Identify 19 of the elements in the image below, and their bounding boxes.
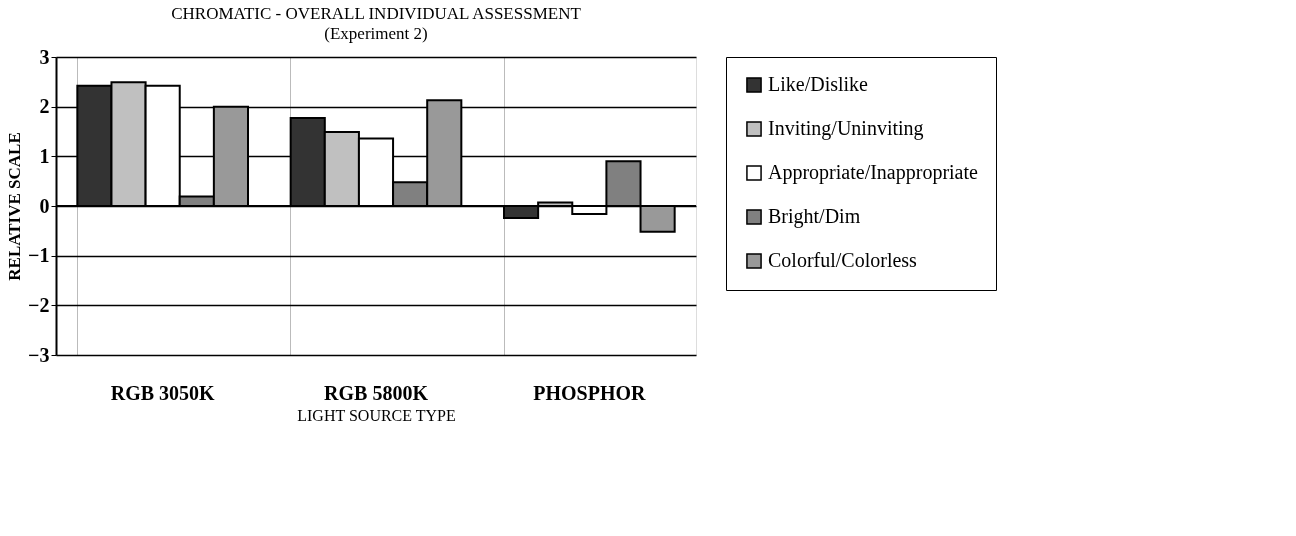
x-tick-label: RGB 5800K [324,381,429,404]
y-tick-label: 2 [39,95,50,118]
y-tick-label: −3 [28,343,50,366]
y-tick-label: 0 [39,194,50,217]
chart-subtitle: (Experiment 2) [324,24,428,43]
legend-label: Appropriate/Inappropriate [768,161,979,184]
x-tick-label: RGB 3050K [110,381,216,404]
y-tick-label: −2 [28,293,50,316]
legend-label: Like/Dislike [768,73,869,95]
legend-label: Inviting/Uninviting [768,117,924,140]
x-axis-title: LIGHT SOURCE TYPE [297,406,456,424]
chart-title: CHROMATIC - OVERALL INDIVIDUAL ASSESSMENT [171,4,582,23]
y-tick-label: 1 [39,144,50,167]
x-tick-label: PHOSPHOR [533,381,646,404]
y-axis-title: RELATIVE SCALE [5,132,25,281]
legend-label: Bright/Dim [768,205,861,228]
y-tick-label: −1 [28,244,50,267]
y-tick-label: 3 [39,45,50,68]
legend-label: Colorful/Colorless [768,249,918,271]
